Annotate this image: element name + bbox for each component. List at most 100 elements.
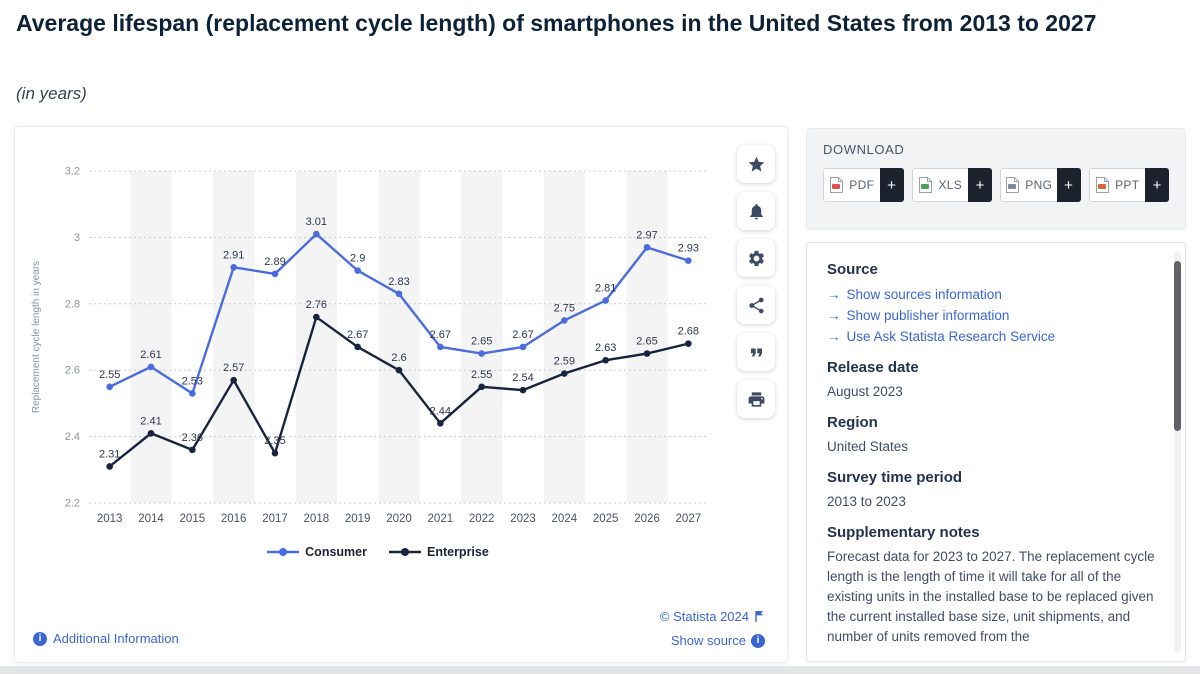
svg-text:3: 3 bbox=[74, 232, 80, 244]
quote-button[interactable] bbox=[737, 333, 775, 371]
download-heading: DOWNLOAD bbox=[823, 142, 905, 157]
download-png-button[interactable]: PNG bbox=[1000, 168, 1081, 202]
data-point-consumer[interactable] bbox=[561, 317, 568, 324]
data-point-consumer[interactable] bbox=[519, 343, 527, 351]
statista-copyright-link[interactable]: © Statista 2024 bbox=[660, 609, 765, 624]
data-point-enterprise[interactable] bbox=[147, 429, 155, 437]
show-source-label: Show source bbox=[670, 633, 746, 648]
share-button[interactable] bbox=[737, 286, 775, 324]
download-xls-main[interactable]: XLS bbox=[911, 168, 968, 202]
release-date-value: August 2023 bbox=[827, 384, 903, 399]
download-ppt-button[interactable]: PPT bbox=[1088, 168, 1169, 202]
data-point-enterprise[interactable] bbox=[519, 386, 527, 394]
print-icon bbox=[748, 391, 764, 407]
data-point-enterprise[interactable] bbox=[685, 340, 692, 347]
supplementary-notes-text: Forecast data for 2023 to 2027. The repl… bbox=[827, 549, 1155, 644]
gear-button[interactable] bbox=[737, 239, 775, 277]
data-point-consumer[interactable] bbox=[313, 230, 320, 238]
download-ppt-main[interactable]: PPT bbox=[1088, 168, 1145, 202]
download-png-main[interactable]: PNG bbox=[1000, 168, 1057, 202]
show-publisher-information-link[interactable]: Show publisher information bbox=[827, 305, 1155, 326]
legend-item-consumer[interactable]: Consumer bbox=[267, 545, 367, 559]
survey-time-period-heading: Survey time period bbox=[827, 469, 963, 486]
data-point-consumer[interactable] bbox=[189, 390, 196, 397]
page-subtitle: (in years) bbox=[16, 84, 87, 103]
download-xls-button[interactable]: XLS bbox=[911, 168, 992, 202]
chart-legend: Consumer Enterprise bbox=[25, 545, 731, 559]
download-pdf-main[interactable]: PDF bbox=[823, 168, 880, 202]
pdf-file-icon bbox=[830, 177, 844, 193]
data-point-consumer[interactable] bbox=[478, 350, 485, 357]
ask-statista-research-service-link[interactable]: Use Ask Statista Research Service bbox=[827, 326, 1155, 347]
star-button[interactable] bbox=[737, 145, 775, 183]
show-source-link[interactable]: Show source bbox=[671, 633, 765, 648]
data-point-consumer[interactable] bbox=[685, 257, 692, 264]
additional-information-label: Additional Information bbox=[53, 631, 179, 646]
data-label: 2.83 bbox=[388, 276, 409, 288]
bell-button[interactable] bbox=[737, 192, 775, 230]
data-point-enterprise[interactable] bbox=[561, 370, 568, 377]
ppt-file-icon bbox=[1096, 177, 1110, 193]
data-point-consumer[interactable] bbox=[271, 270, 279, 278]
flag-icon bbox=[755, 611, 763, 622]
data-point-consumer[interactable] bbox=[643, 244, 651, 251]
data-label: 2.57 bbox=[223, 362, 244, 374]
gear-icon bbox=[748, 250, 764, 266]
svg-text:2026: 2026 bbox=[634, 513, 660, 525]
svg-text:2.2: 2.2 bbox=[65, 498, 80, 510]
data-point-enterprise[interactable] bbox=[313, 313, 320, 321]
data-point-consumer[interactable] bbox=[437, 343, 444, 351]
data-point-enterprise[interactable] bbox=[478, 383, 485, 391]
data-point-enterprise[interactable] bbox=[106, 463, 113, 470]
data-label: 2.53 bbox=[182, 375, 203, 387]
data-point-consumer[interactable] bbox=[230, 263, 237, 271]
data-point-enterprise[interactable] bbox=[354, 343, 361, 351]
xls-file-icon bbox=[919, 177, 933, 193]
data-label: 2.67 bbox=[512, 329, 533, 341]
data-point-enterprise[interactable] bbox=[395, 366, 403, 374]
data-point-consumer[interactable] bbox=[602, 297, 609, 304]
data-point-consumer[interactable] bbox=[106, 383, 113, 391]
download-pdf-add-button[interactable] bbox=[879, 168, 904, 202]
data-point-enterprise[interactable] bbox=[189, 446, 196, 454]
chart-area: 2.2 2.4 2.6 2.8 3 3.2 2013 2014 2015 2016 2017 2018… bbox=[25, 141, 731, 548]
scrollbar[interactable] bbox=[1174, 251, 1181, 653]
data-point-consumer[interactable] bbox=[395, 290, 403, 298]
data-point-enterprise[interactable] bbox=[437, 420, 444, 427]
print-button[interactable] bbox=[737, 380, 775, 418]
svg-text:2016: 2016 bbox=[221, 513, 247, 525]
page-title: Average lifespan (replacement cycle leng… bbox=[16, 10, 1097, 36]
data-point-consumer[interactable] bbox=[147, 363, 155, 371]
svg-text:2.4: 2.4 bbox=[65, 431, 80, 443]
download-pdf-button[interactable]: PDF bbox=[823, 168, 904, 202]
legend-item-enterprise[interactable]: Enterprise bbox=[388, 545, 489, 559]
legend-marker-icon bbox=[267, 548, 300, 556]
svg-text:2.6: 2.6 bbox=[65, 365, 80, 377]
svg-text:2022: 2022 bbox=[469, 513, 495, 525]
data-point-consumer[interactable] bbox=[354, 267, 361, 274]
survey-time-period-value: 2013 to 2023 bbox=[827, 494, 906, 509]
data-label: 2.55 bbox=[99, 369, 120, 381]
data-label: 3.01 bbox=[306, 216, 327, 228]
download-xls-add-button[interactable] bbox=[968, 168, 992, 202]
additional-information-link[interactable]: Additional Information bbox=[33, 631, 179, 646]
data-point-enterprise[interactable] bbox=[271, 449, 279, 457]
scrollbar-thumb[interactable] bbox=[1174, 261, 1181, 431]
data-label: 2.63 bbox=[595, 342, 616, 354]
data-label: 2.9 bbox=[350, 253, 365, 265]
svg-text:2.8: 2.8 bbox=[65, 298, 80, 310]
svg-text:2024: 2024 bbox=[552, 513, 578, 525]
data-label: 2.67 bbox=[430, 329, 451, 341]
download-png-add-button[interactable] bbox=[1056, 168, 1081, 202]
y-axis-title: Replacement cycle length in years bbox=[31, 261, 42, 413]
show-sources-information-link[interactable]: Show sources information bbox=[827, 284, 1155, 305]
data-label: 2.44 bbox=[430, 405, 451, 417]
svg-text:2018: 2018 bbox=[304, 513, 330, 525]
region-value: United States bbox=[827, 439, 909, 454]
data-label: 2.68 bbox=[678, 326, 699, 338]
legend-label: Enterprise bbox=[426, 545, 489, 559]
data-point-enterprise[interactable] bbox=[643, 350, 651, 357]
data-point-enterprise[interactable] bbox=[602, 356, 609, 364]
data-point-enterprise[interactable] bbox=[230, 376, 237, 384]
download-ppt-add-button[interactable] bbox=[1145, 168, 1169, 202]
